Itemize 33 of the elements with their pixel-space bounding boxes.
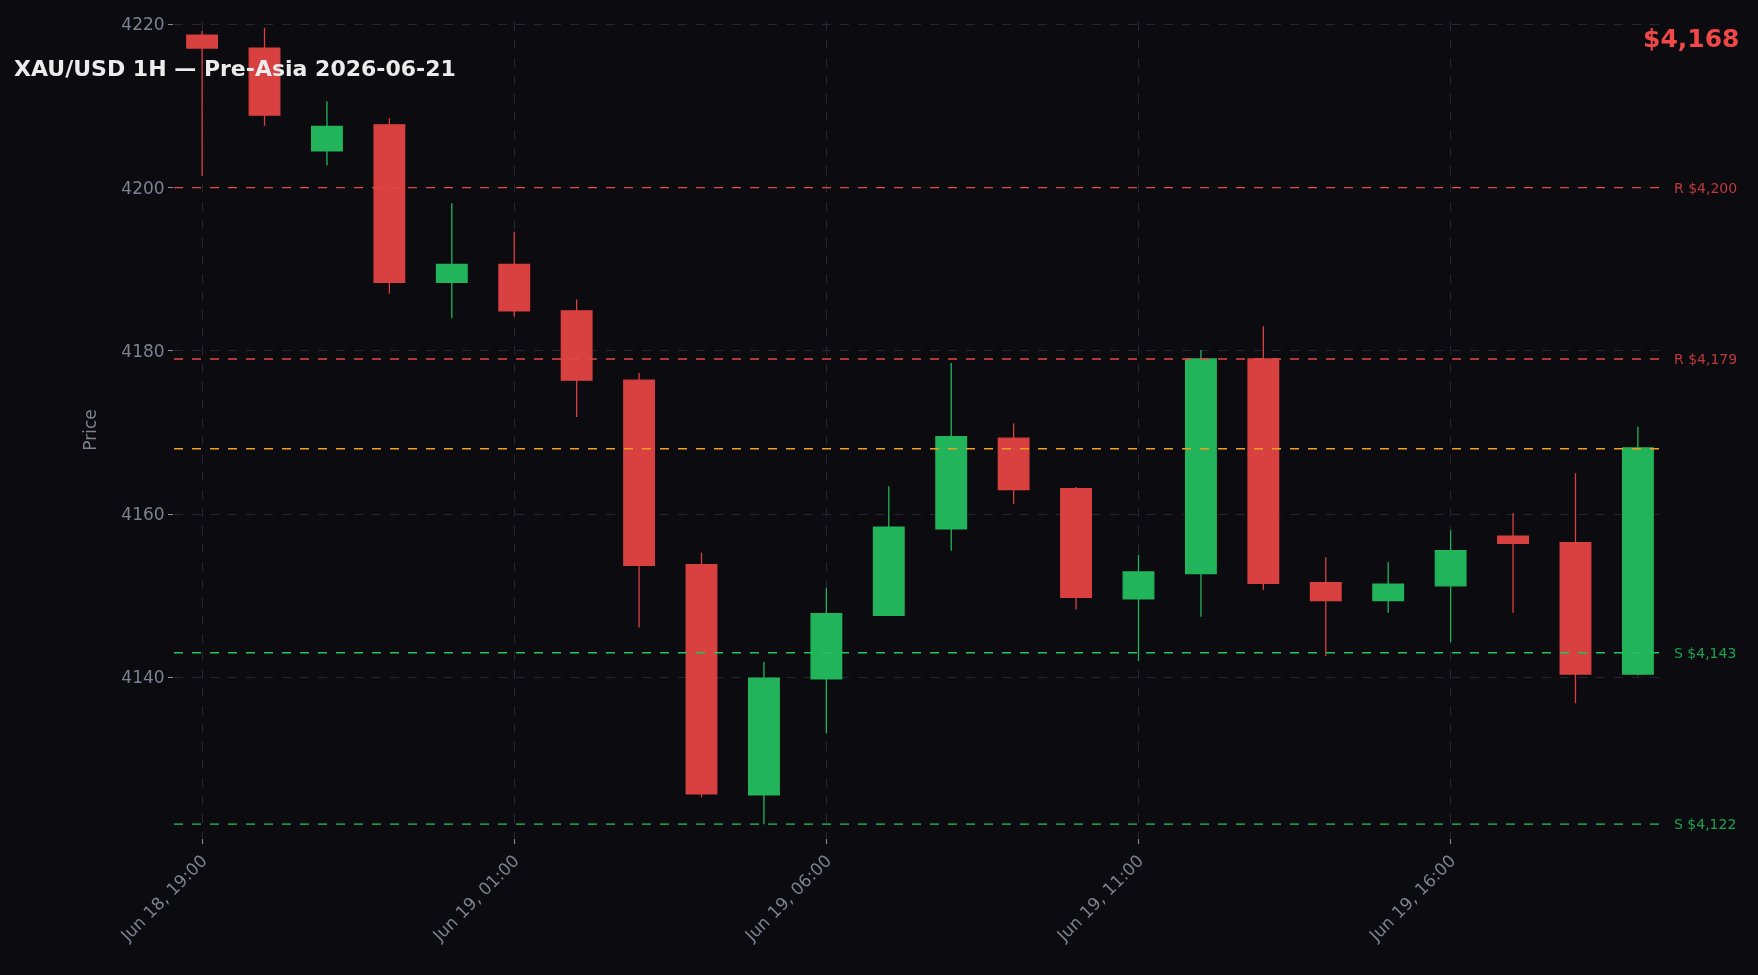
candlestick: [373, 117, 406, 295]
annotation: $4,168: [1643, 24, 1740, 53]
candlestick: [685, 551, 718, 798]
candlestick: [1434, 529, 1467, 643]
candlestick: [1309, 556, 1342, 657]
candlestick: [498, 231, 531, 318]
candlestick: [1497, 512, 1529, 614]
candlestick: [935, 362, 968, 552]
candlestick: [872, 485, 905, 616]
candlestick: [1247, 325, 1280, 591]
candlestick: [1372, 561, 1405, 614]
candlestick: [1184, 349, 1217, 618]
candlestick: [747, 661, 780, 825]
y-tick-label: 4160: [121, 504, 165, 524]
ref-line-label: R $4,200: [1674, 180, 1738, 196]
candlestick: [1559, 472, 1592, 705]
candlestick: [1060, 486, 1093, 611]
candlestick: [623, 372, 656, 629]
candlestick: [1122, 554, 1155, 662]
candlestick: [311, 100, 343, 167]
ref-line-label: R $4,179: [1674, 351, 1738, 367]
candlestick: [560, 298, 593, 418]
y-tick-label: 4200: [121, 177, 165, 198]
y-tick-label: 4140: [121, 667, 165, 688]
y-tick-label: 4180: [121, 340, 165, 361]
candlestick: [1621, 426, 1654, 677]
candlestick: [997, 422, 1030, 505]
candlestick: [810, 587, 843, 735]
candlestick: [435, 202, 468, 319]
ref-line-label: S $4,122: [1674, 816, 1737, 832]
ref-line-label: S $4,143: [1674, 645, 1737, 661]
y-tick-label: 4220: [121, 14, 165, 35]
y-axis-title: Price: [79, 409, 100, 451]
